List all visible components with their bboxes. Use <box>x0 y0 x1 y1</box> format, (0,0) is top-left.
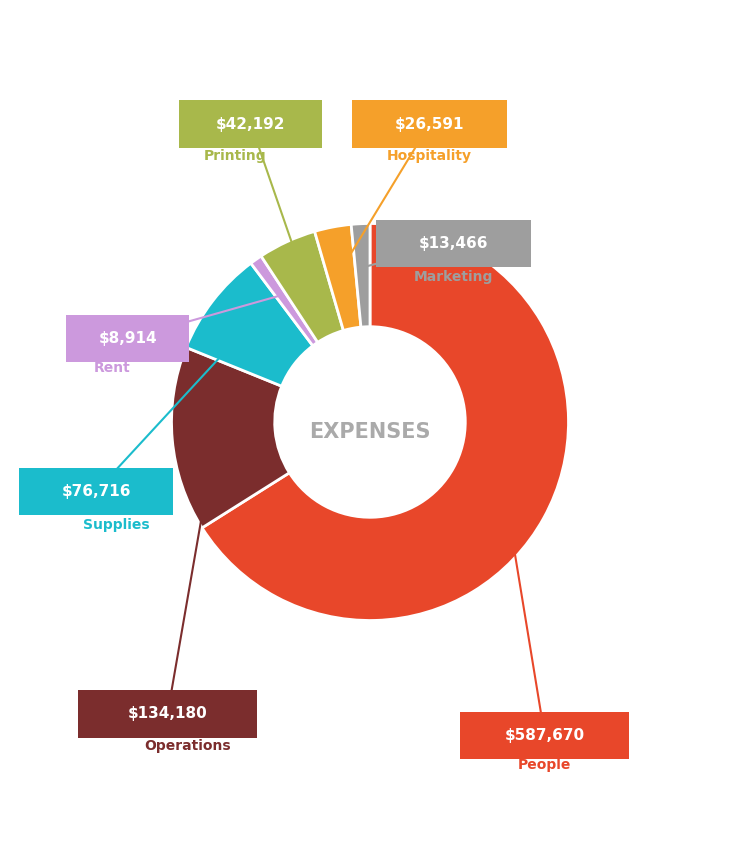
Text: $134,180: $134,180 <box>128 706 207 722</box>
Text: Marketing: Marketing <box>414 270 493 284</box>
FancyBboxPatch shape <box>376 219 531 268</box>
FancyBboxPatch shape <box>179 100 323 148</box>
Text: Rent: Rent <box>93 361 130 376</box>
Text: People: People <box>518 759 571 772</box>
FancyBboxPatch shape <box>67 315 189 362</box>
Text: Operations: Operations <box>144 738 231 753</box>
Text: Hospitality: Hospitality <box>387 149 472 163</box>
FancyBboxPatch shape <box>460 711 629 760</box>
Wedge shape <box>172 348 289 528</box>
Text: $587,670: $587,670 <box>505 728 585 743</box>
Text: $13,466: $13,466 <box>419 235 488 251</box>
Text: $26,591: $26,591 <box>395 116 464 132</box>
Text: $8,914: $8,914 <box>98 331 157 346</box>
Wedge shape <box>261 231 343 343</box>
Wedge shape <box>314 225 361 331</box>
Text: EXPENSES: EXPENSES <box>309 422 431 442</box>
Wedge shape <box>202 224 568 620</box>
Text: $76,716: $76,716 <box>61 484 131 499</box>
FancyBboxPatch shape <box>18 468 173 516</box>
Wedge shape <box>251 256 317 346</box>
FancyBboxPatch shape <box>78 690 257 738</box>
Wedge shape <box>186 263 313 387</box>
Text: Supplies: Supplies <box>83 518 149 533</box>
Text: $42,192: $42,192 <box>216 116 286 132</box>
Wedge shape <box>352 224 370 327</box>
Text: Printing: Printing <box>204 149 266 163</box>
FancyBboxPatch shape <box>352 100 507 148</box>
